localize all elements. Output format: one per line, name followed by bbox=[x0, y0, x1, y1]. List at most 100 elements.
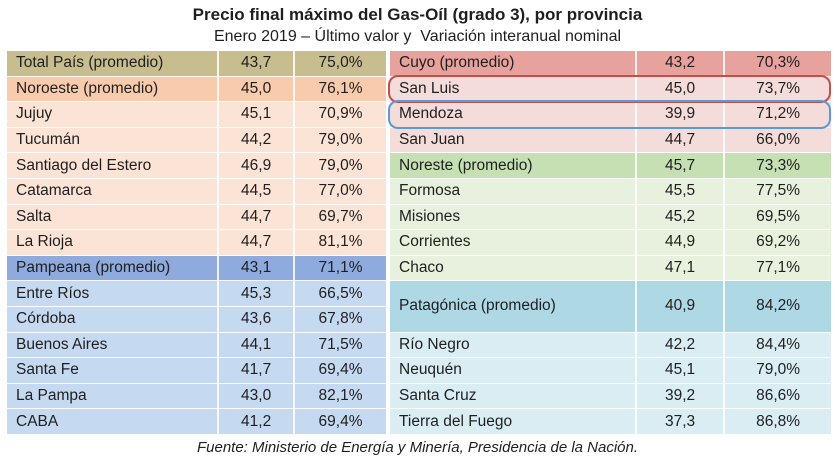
variation-value: 82,1% bbox=[318, 387, 363, 405]
variation-value: 69,5% bbox=[756, 207, 801, 225]
variation-value: 79,0% bbox=[756, 361, 801, 379]
province-name: Pampeana (promedio) bbox=[7, 255, 220, 281]
price-value: 43,1 bbox=[219, 255, 296, 281]
variation-value: 84,2% bbox=[756, 297, 801, 315]
table-row: Catamarca 44,5 77,0% bbox=[7, 178, 386, 205]
price-value: 39,9 bbox=[637, 102, 726, 127]
price-value: 43,0 bbox=[219, 383, 296, 409]
table-row: Noroeste (promedio) 45,0 76,1% bbox=[7, 76, 386, 103]
province-name: Formosa bbox=[390, 178, 637, 204]
table-row: Total País (promedio) 43,7 75,0% bbox=[7, 51, 386, 77]
price-value: 43,7 bbox=[219, 51, 296, 76]
variation-value: 71,1% bbox=[318, 259, 363, 277]
table-row: La Rioja 44,7 81,1% bbox=[7, 230, 386, 256]
province-name: La Rioja bbox=[7, 230, 220, 255]
variation-value: 86,8% bbox=[756, 412, 801, 430]
price-value: 45,1 bbox=[637, 358, 726, 383]
price-value: 43,2 bbox=[637, 51, 726, 76]
province-name: CABA bbox=[7, 409, 220, 434]
price-value: 44,1 bbox=[219, 332, 296, 358]
province-name: San Juan bbox=[390, 127, 637, 153]
provinces-price-table: Total País (promedio) 43,7 75,0% Noroeste (… bbox=[7, 51, 831, 435]
variation-value: 66,0% bbox=[756, 131, 801, 149]
variation-value: 79,0% bbox=[318, 156, 363, 174]
province-name: Buenos Aires bbox=[7, 332, 220, 358]
price-value: 47,1 bbox=[637, 255, 726, 281]
variation-value: 73,3% bbox=[756, 156, 801, 174]
table-row: Río Negro 42,2 84,4% bbox=[390, 332, 831, 359]
variation-value: 75,0% bbox=[318, 54, 363, 72]
price-value: 46,9 bbox=[219, 153, 296, 178]
table-row: Corrientes 44,9 69,2% bbox=[390, 230, 831, 256]
table-row: Mendoza 39,9 71,2% bbox=[388, 100, 831, 129]
province-name: Mendoza bbox=[390, 102, 637, 127]
variation-value: 84,4% bbox=[756, 335, 801, 353]
variation-value: 77,0% bbox=[318, 182, 363, 200]
variation-value: 81,1% bbox=[318, 233, 363, 251]
price-value: 39,2 bbox=[637, 383, 726, 409]
table-row: Patagónica (promedio) 40,9 84,2% bbox=[390, 281, 831, 333]
variation-value: 76,1% bbox=[318, 79, 363, 97]
province-name: Catamarca bbox=[7, 178, 220, 204]
variation-value: 71,5% bbox=[318, 335, 363, 353]
province-name: Jujuy bbox=[7, 102, 220, 127]
price-value: 44,7 bbox=[219, 204, 296, 230]
province-name: Misiones bbox=[390, 204, 637, 230]
page-title: Precio final máximo del Gas-Oíl (grado 3… bbox=[192, 5, 643, 24]
table-row: Chaco 47,1 77,1% bbox=[390, 255, 831, 282]
price-value: 44,7 bbox=[637, 127, 726, 153]
province-name: Corrientes bbox=[390, 230, 637, 255]
table-row: Tierra del Fuego 37,3 86,8% bbox=[390, 409, 831, 435]
province-name: Tierra del Fuego bbox=[390, 409, 637, 434]
table-row: Santa Cruz 39,2 86,6% bbox=[390, 383, 831, 410]
price-value: 40,9 bbox=[637, 281, 726, 332]
price-value: 44,5 bbox=[219, 178, 296, 204]
variation-value: 69,4% bbox=[318, 361, 363, 379]
province-name: Río Negro bbox=[390, 332, 637, 358]
province-name: Entre Ríos bbox=[7, 281, 220, 306]
table-row: Pampeana (promedio) 43,1 71,1% bbox=[7, 255, 386, 282]
province-name: Salta bbox=[7, 204, 220, 230]
province-name: Santa Cruz bbox=[390, 383, 637, 409]
table-row: San Luis 45,0 73,7% bbox=[388, 74, 831, 103]
price-value: 43,6 bbox=[219, 306, 296, 332]
table-row: Neuquén 45,1 79,0% bbox=[390, 358, 831, 384]
province-name: Noroeste (promedio) bbox=[7, 76, 220, 102]
province-name: Chaco bbox=[390, 255, 637, 281]
page-subtitle: Enero 2019 – Último valor y Variación in… bbox=[213, 28, 622, 45]
province-name: Santa Fe bbox=[7, 358, 220, 383]
variation-value: 77,5% bbox=[756, 182, 801, 200]
table-row: Salta 44,7 69,7% bbox=[7, 204, 386, 231]
price-value: 41,7 bbox=[219, 358, 296, 383]
variation-value: 66,5% bbox=[318, 284, 363, 302]
table-row: CABA 41,2 69,4% bbox=[7, 409, 386, 435]
table-row: Formosa 45,5 77,5% bbox=[390, 178, 831, 205]
price-value: 45,0 bbox=[637, 76, 726, 102]
province-name: Total País (promedio) bbox=[7, 51, 220, 76]
price-value: 45,5 bbox=[637, 178, 726, 204]
variation-value: 73,7% bbox=[756, 79, 801, 97]
variation-value: 69,2% bbox=[756, 233, 801, 251]
province-name: Córdoba bbox=[7, 306, 220, 332]
table-row: Misiones 45,2 69,5% bbox=[390, 204, 831, 231]
price-value: 45,2 bbox=[637, 204, 726, 230]
table-row: La Pampa 43,0 82,1% bbox=[7, 383, 386, 410]
province-name: Santiago del Estero bbox=[7, 153, 220, 178]
variation-value: 70,3% bbox=[756, 54, 801, 72]
province-name: Patagónica (promedio) bbox=[390, 281, 637, 332]
variation-value: 86,6% bbox=[756, 387, 801, 405]
province-name: Noreste (promedio) bbox=[390, 153, 637, 178]
price-value: 45,1 bbox=[219, 102, 296, 127]
price-value: 45,0 bbox=[219, 76, 296, 102]
price-value: 45,7 bbox=[637, 153, 726, 178]
table-row: Buenos Aires 44,1 71,5% bbox=[7, 332, 386, 359]
variation-value: 71,2% bbox=[756, 105, 801, 123]
province-name: Tucumán bbox=[7, 127, 220, 153]
price-value: 44,7 bbox=[219, 230, 296, 255]
variation-value: 69,4% bbox=[318, 412, 363, 430]
source-note: Fuente: Ministerio de Energía y Minería,… bbox=[196, 438, 639, 456]
table-row: Noreste (promedio) 45,7 73,3% bbox=[390, 153, 831, 179]
variation-value: 67,8% bbox=[318, 310, 363, 328]
price-value: 44,2 bbox=[219, 127, 296, 153]
province-name: La Pampa bbox=[7, 383, 220, 409]
